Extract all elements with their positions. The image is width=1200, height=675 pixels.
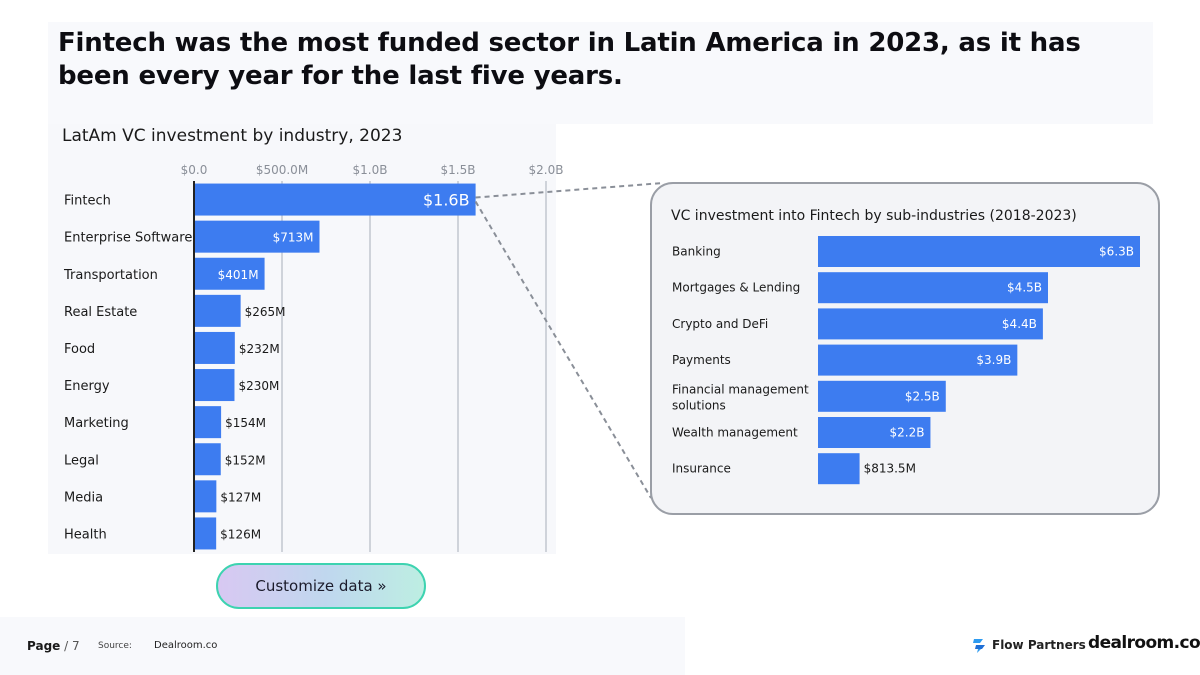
category-label: Energy: [64, 379, 110, 394]
page-number: / 7: [64, 639, 80, 653]
x-tick-label: $500.0M: [256, 163, 308, 177]
value-label: $230M: [238, 379, 279, 393]
chart-title: LatAm VC investment by industry, 2023: [62, 126, 403, 146]
value-label: $1.6B: [423, 191, 470, 210]
detail-bar: [818, 344, 1018, 376]
flow-partners-icon: [973, 639, 985, 653]
bar: [194, 369, 235, 402]
value-label: $401M: [218, 268, 259, 282]
page-title: Fintech was the most funded sector in La…: [58, 28, 1081, 91]
detail-value-label: $4.4B: [1002, 317, 1037, 331]
detail-bar: [818, 236, 1140, 267]
bar: [194, 517, 217, 550]
value-label: $154M: [225, 416, 266, 430]
detail-value-label: $3.9B: [976, 353, 1011, 367]
detail-category-label: Financial management solutions: [672, 382, 809, 412]
detail-bar: [818, 417, 931, 448]
category-label: Legal: [64, 453, 99, 468]
value-label: $127M: [220, 490, 261, 504]
value-label: $265M: [245, 305, 286, 319]
footer-band: [0, 617, 685, 675]
category-label: Real Estate: [64, 305, 137, 320]
category-label: Health: [64, 527, 107, 542]
fintech-subindustry-chart: VC investment into Fintech by sub-indust…: [650, 182, 1160, 515]
customize-data-button[interactable]: Customize data »: [216, 563, 426, 609]
category-label: Enterprise Software: [64, 231, 192, 246]
category-label: Fintech: [64, 194, 111, 209]
value-label: $713M: [273, 231, 314, 245]
flow-partners-text: Flow Partners: [992, 638, 1086, 652]
value-label: $126M: [220, 527, 261, 541]
connector-line: [475, 182, 664, 199]
detail-category-label: Mortgages & Lending: [672, 281, 800, 295]
detail-category-label: Crypto and DeFi: [672, 317, 768, 331]
detail-value-label: $813.5M: [864, 462, 916, 476]
category-label: Transportation: [63, 268, 158, 283]
connector-line: [474, 201, 652, 499]
bar: [194, 294, 241, 327]
detail-bar: [818, 380, 946, 412]
detail-category-label: Wealth management: [672, 426, 798, 440]
page-label: Page: [27, 639, 61, 653]
source-label: Source:: [98, 641, 132, 651]
x-tick-label: $1.5B: [441, 163, 476, 177]
source-text: Dealroom.co: [154, 640, 218, 651]
bar: [194, 443, 221, 476]
bar: [194, 331, 235, 364]
title-band: Fintech was the most funded sector in La…: [48, 22, 1153, 124]
detail-value-label: $6.3B: [1099, 245, 1134, 259]
industry-bar-chart: $0.0 $500.0M $1.0B $1.5B $2.0B Fintech $1.6B En…: [63, 163, 563, 552]
bar: [194, 183, 476, 216]
detail-value-label: $4.5B: [1007, 281, 1042, 295]
value-label: $232M: [239, 342, 280, 356]
dealroom-logo: dealroom.co: [1088, 633, 1200, 653]
x-tick-label: $0.0: [181, 163, 208, 177]
detail-bar: [818, 308, 1043, 340]
bar: [194, 480, 217, 513]
bar: [194, 257, 265, 290]
category-label: Media: [64, 490, 103, 505]
zoom-connector: [474, 182, 664, 499]
detail-value-label: $2.2B: [889, 426, 924, 440]
detail-bar: [818, 453, 860, 485]
detail-value-label: $2.5B: [905, 389, 940, 403]
detail-category-label: Banking: [672, 245, 721, 259]
detail-category-label: Insurance: [672, 462, 731, 476]
detail-category-label: Payments: [672, 353, 731, 367]
bar: [194, 406, 222, 439]
flow-partners-logo: Flow Partners: [972, 636, 1086, 654]
detail-chart-title: VC investment into Fintech by sub-indust…: [671, 208, 1077, 224]
bar: [194, 220, 320, 253]
page-indicator: Page / 7: [27, 639, 80, 653]
detail-bar: [818, 272, 1048, 304]
x-tick-label: $2.0B: [529, 163, 564, 177]
x-tick-label: $1.0B: [353, 163, 388, 177]
category-label: Food: [64, 342, 95, 357]
value-label: $152M: [225, 453, 266, 467]
category-label: Marketing: [64, 416, 129, 431]
